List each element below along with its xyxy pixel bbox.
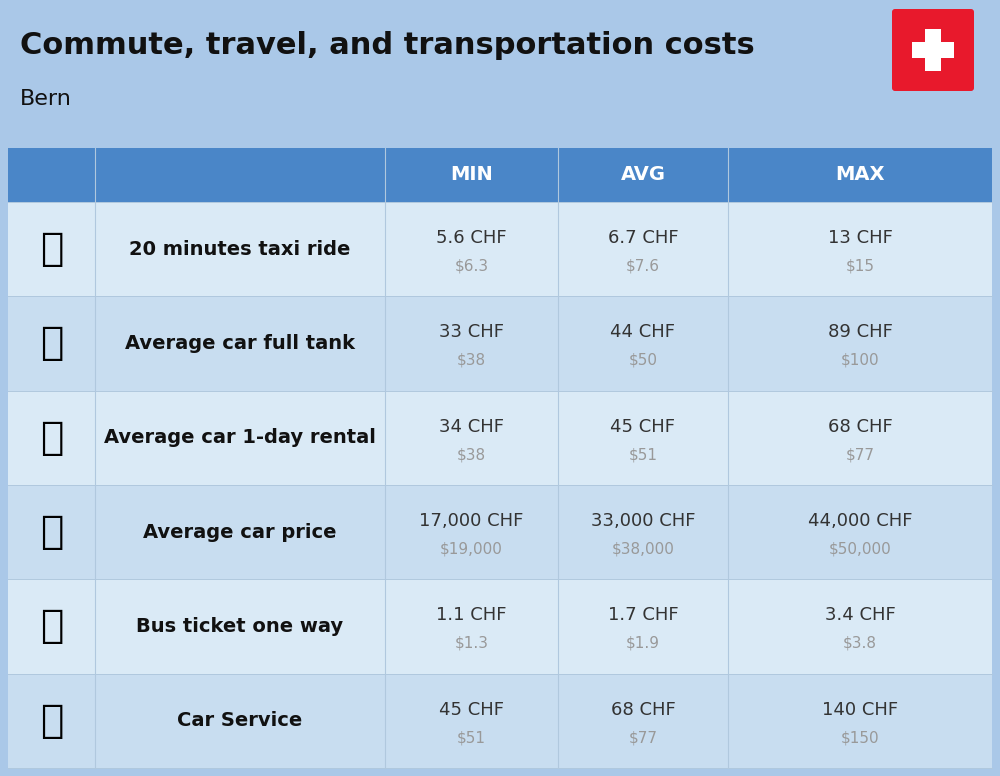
Text: 🚙: 🚙 [40,419,63,457]
Text: 45 CHF: 45 CHF [439,701,504,719]
Text: 68 CHF: 68 CHF [828,417,892,436]
Text: Average car 1-day rental: Average car 1-day rental [104,428,376,447]
Text: MIN: MIN [450,165,493,185]
Text: $19,000: $19,000 [440,542,503,556]
Text: 89 CHF: 89 CHF [828,324,892,341]
Text: 5.6 CHF: 5.6 CHF [436,229,507,248]
Text: 🚗: 🚗 [40,513,63,551]
Text: 🚕: 🚕 [40,230,63,268]
Text: 33 CHF: 33 CHF [439,324,504,341]
Text: 68 CHF: 68 CHF [611,701,675,719]
Text: $38: $38 [457,353,486,368]
FancyBboxPatch shape [8,485,992,580]
Text: 1.1 CHF: 1.1 CHF [436,607,507,625]
Text: 13 CHF: 13 CHF [828,229,892,248]
Text: 🚌: 🚌 [40,608,63,646]
Text: $3.8: $3.8 [843,636,877,651]
FancyBboxPatch shape [8,296,992,390]
Text: $6.3: $6.3 [454,258,489,274]
Text: Car Service: Car Service [177,712,303,730]
Text: $77: $77 [846,447,874,462]
Text: 6.7 CHF: 6.7 CHF [608,229,678,248]
FancyBboxPatch shape [912,43,954,57]
FancyBboxPatch shape [8,148,992,202]
Text: $51: $51 [457,730,486,745]
FancyBboxPatch shape [925,29,941,71]
Text: 3.4 CHF: 3.4 CHF [825,607,895,625]
FancyBboxPatch shape [8,580,992,674]
Text: 17,000 CHF: 17,000 CHF [419,512,524,530]
Text: $77: $77 [629,730,658,745]
Text: $1.9: $1.9 [626,636,660,651]
Text: 140 CHF: 140 CHF [822,701,898,719]
Text: 34 CHF: 34 CHF [439,417,504,436]
Text: $150: $150 [841,730,879,745]
Text: $51: $51 [629,447,658,462]
Text: ⛽: ⛽ [40,324,63,362]
Text: 44 CHF: 44 CHF [610,324,676,341]
Text: 🚗: 🚗 [40,702,63,740]
FancyBboxPatch shape [8,674,992,768]
Text: 45 CHF: 45 CHF [610,417,676,436]
Text: $38: $38 [457,447,486,462]
Text: $1.3: $1.3 [454,636,488,651]
FancyBboxPatch shape [892,9,974,91]
Text: $50,000: $50,000 [829,542,891,556]
Text: 44,000 CHF: 44,000 CHF [808,512,912,530]
FancyBboxPatch shape [8,390,992,485]
Text: 20 minutes taxi ride: 20 minutes taxi ride [129,240,351,258]
Text: $15: $15 [846,258,874,274]
FancyBboxPatch shape [8,202,992,296]
Text: 33,000 CHF: 33,000 CHF [591,512,695,530]
Text: Average car full tank: Average car full tank [125,334,355,353]
Text: Bus ticket one way: Bus ticket one way [136,617,344,636]
Text: $7.6: $7.6 [626,258,660,274]
Text: MAX: MAX [835,165,885,185]
Text: $38,000: $38,000 [612,542,674,556]
Text: 1.7 CHF: 1.7 CHF [608,607,678,625]
Text: $100: $100 [841,353,879,368]
Text: Bern: Bern [20,89,72,109]
Text: $50: $50 [629,353,658,368]
Text: AVG: AVG [620,165,666,185]
Text: Commute, travel, and transportation costs: Commute, travel, and transportation cost… [20,31,755,60]
Text: Average car price: Average car price [143,523,337,542]
